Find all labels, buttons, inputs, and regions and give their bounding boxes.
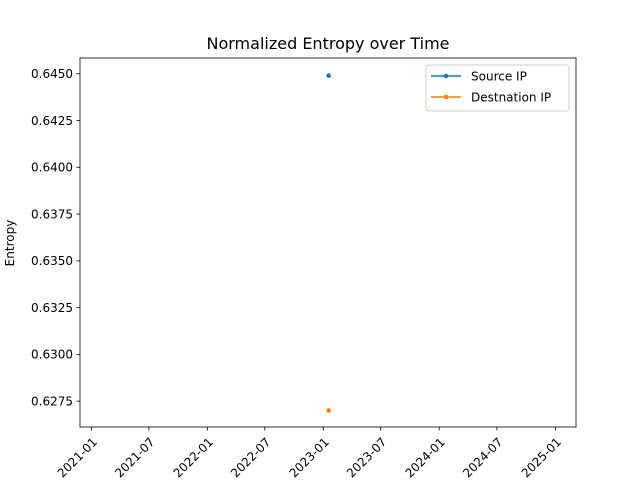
legend-marker-destination-ip	[443, 94, 449, 100]
chart-title: Normalized Entropy over Time	[207, 34, 450, 53]
x-tick-label: 2022-07	[228, 435, 273, 480]
legend: Source IP Destnation IP	[425, 64, 570, 112]
legend-label-destination-ip: Destnation IP	[471, 91, 551, 105]
x-tick-label: 2024-01	[402, 435, 447, 480]
y-tick-label: 0.6275	[31, 394, 73, 408]
x-tick-label: 2021-07	[112, 435, 157, 480]
data-point-destnation-ip	[326, 408, 331, 413]
legend-marker-source-ip	[443, 73, 449, 79]
y-axis-label: Entropy	[3, 220, 17, 267]
y-tick-label: 0.6350	[31, 254, 73, 268]
y-tick-label: 0.6300	[31, 348, 73, 362]
y-axis-ticks: 0.6275 0.6300 0.6325 0.6350 0.6375 0.6400 0.64…	[31, 67, 80, 408]
x-tick-label: 2021-01	[55, 435, 100, 480]
x-tick-label: 2023-01	[287, 435, 332, 480]
legend-entry-source-ip: Source IP	[431, 70, 527, 84]
series-layer	[326, 73, 331, 413]
y-tick-label: 0.6325	[31, 301, 73, 315]
legend-frame	[425, 64, 570, 112]
legend-entry-destination-ip: Destnation IP	[431, 91, 551, 105]
y-tick-label: 0.6450	[31, 67, 73, 81]
x-axis-ticks: 2021-01 2021-07 2022-01 2022-07 2023-01 2023-…	[55, 427, 564, 480]
x-tick-label: 2022-01	[171, 435, 216, 480]
series-source-ip	[326, 73, 331, 78]
y-tick-label: 0.6375	[31, 207, 73, 221]
legend-label-source-ip: Source IP	[471, 70, 527, 84]
x-tick-label: 2024-07	[460, 435, 505, 480]
y-tick-label: 0.6400	[31, 161, 73, 175]
x-tick-label: 2025-01	[519, 435, 564, 480]
plot-area	[79, 57, 577, 428]
x-tick-label: 2023-07	[344, 435, 389, 480]
y-tick-label: 0.6425	[31, 114, 73, 128]
data-point-source-ip	[326, 73, 331, 78]
series-destnation-ip	[326, 408, 331, 413]
